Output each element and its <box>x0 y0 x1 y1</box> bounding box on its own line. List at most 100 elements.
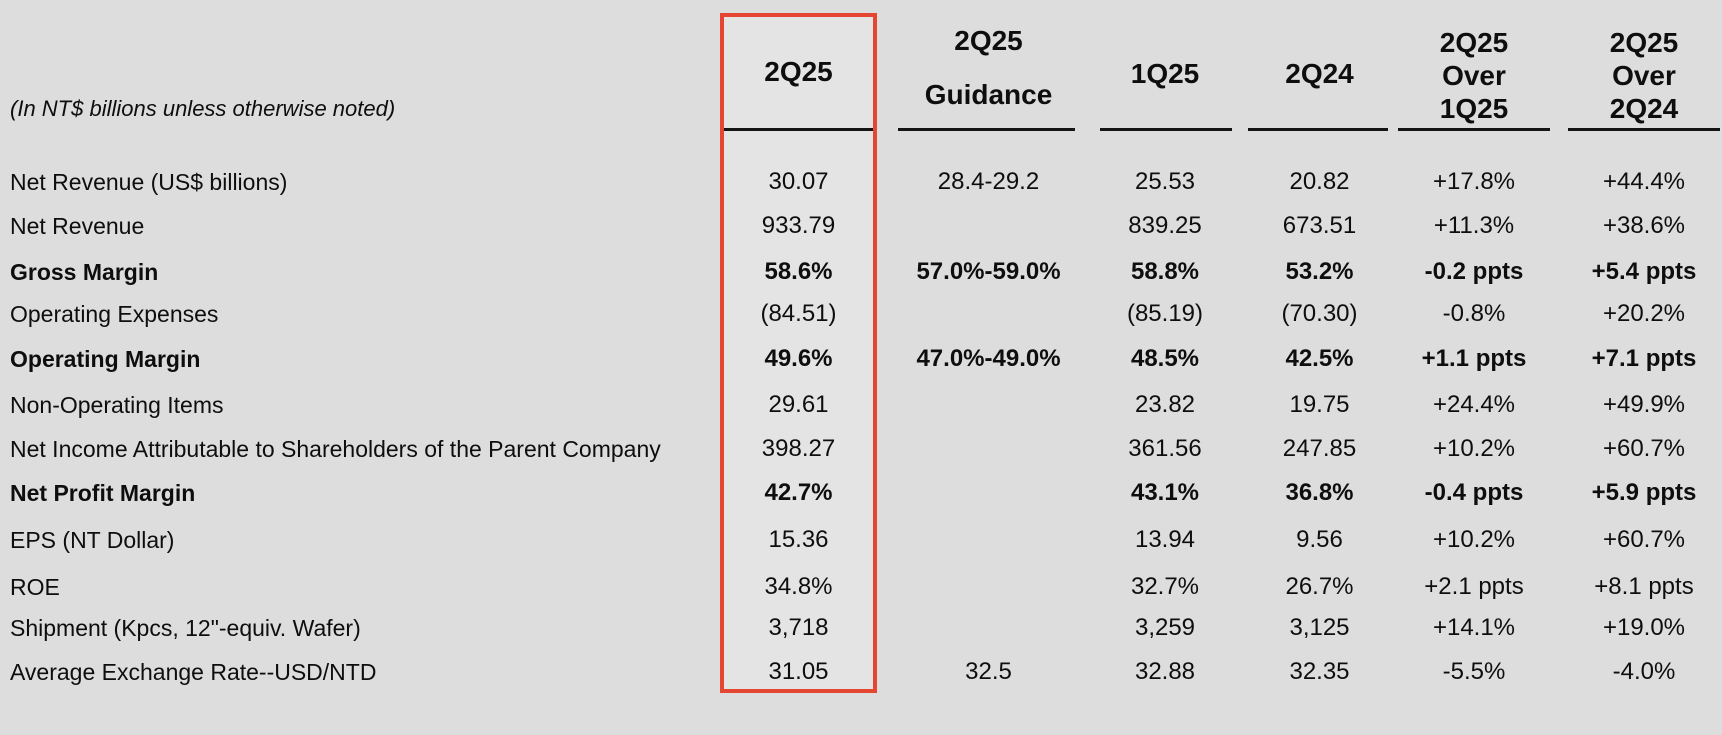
cell-1q25: 361.56 <box>1128 435 1202 462</box>
cell-2q25-guidance: 28.4-29.2 <box>937 168 1040 195</box>
cell-2q24: 9.56 <box>1296 526 1343 553</box>
cell-2q25-guidance <box>896 476 1081 510</box>
cell-2q25-over-2q24: +60.7% <box>1602 435 1686 462</box>
cell-2q25-over-1q25: -0.2 ppts <box>1424 258 1524 285</box>
row-label: Net Income Attributable to Shareholders … <box>10 436 661 462</box>
cell-2q25-over-2q24: +5.9 ppts <box>1591 479 1697 506</box>
column-header-line: 2Q25 <box>1609 27 1679 58</box>
cell-2q25-over-2q24: +5.4 ppts <box>1591 258 1697 285</box>
cell-2q25-guidance: 32.5 <box>965 658 1012 685</box>
table-row: Non-Operating Items 29.61 23.82 19.75 +2… <box>0 388 1722 422</box>
cell-2q25-over-2q24: +49.9% <box>1602 391 1686 418</box>
row-label: Operating Margin <box>10 346 201 372</box>
cell-2q24: 26.7% <box>1285 573 1354 600</box>
row-label: EPS (NT Dollar) <box>10 527 175 553</box>
column-header-line: Over <box>1442 60 1506 91</box>
cell-2q25-guidance <box>896 523 1081 557</box>
cell-1q25: 23.82 <box>1134 391 1196 418</box>
cell-2q25-over-2q24: +60.7% <box>1602 526 1686 553</box>
cell-2q24: 673.51 <box>1282 212 1357 239</box>
cell-2q25: (84.51) <box>760 300 837 327</box>
cell-2q25: 933.79 <box>761 212 836 239</box>
cell-2q24: 53.2% <box>1285 258 1354 285</box>
row-label: Average Exchange Rate--USD/NTD <box>10 659 377 685</box>
header-underline <box>1398 128 1550 131</box>
row-label: ROE <box>10 574 60 600</box>
cell-1q25: 32.88 <box>1134 658 1196 685</box>
cell-2q24: 247.85 <box>1282 435 1357 462</box>
cell-2q24: 36.8% <box>1285 479 1354 506</box>
column-header-2q25-over-1q25: 2Q25 Over 1Q25 <box>1398 26 1550 125</box>
cell-2q25-over-1q25: +2.1 ppts <box>1424 573 1524 600</box>
cell-2q25: 34.8% <box>764 573 833 600</box>
cell-2q25-guidance <box>896 297 1081 331</box>
column-header-2q25: 2Q25 <box>764 56 833 87</box>
table-row: Operating Expenses (84.51) (85.19) (70.3… <box>0 297 1722 331</box>
cell-2q25-guidance <box>896 570 1081 604</box>
row-label: Shipment (Kpcs, 12"-equiv. Wafer) <box>10 615 361 641</box>
column-header-2q25-over-2q24: 2Q25 Over 2Q24 <box>1568 26 1720 125</box>
cell-2q25-guidance <box>896 432 1081 466</box>
cell-2q25-guidance <box>896 209 1081 243</box>
column-header-2q25-guidance: 2Q25 Guidance <box>896 26 1081 110</box>
cell-1q25: 58.8% <box>1130 258 1200 285</box>
cell-2q25-over-1q25: +10.2% <box>1432 526 1516 553</box>
column-header-line: 2Q25 <box>1439 27 1509 58</box>
cell-1q25: 839.25 <box>1128 212 1202 239</box>
header-underline <box>1568 128 1720 131</box>
row-label: Net Revenue <box>10 213 145 239</box>
table-row: Shipment (Kpcs, 12"-equiv. Wafer) 3,718 … <box>0 611 1722 645</box>
cell-2q25: 31.05 <box>768 658 829 685</box>
cell-2q25: 398.27 <box>761 435 836 462</box>
cell-2q25-over-1q25: +11.3% <box>1433 212 1515 239</box>
row-label: Non-Operating Items <box>10 392 224 418</box>
table-row: Net Income Attributable to Shareholders … <box>0 432 1722 466</box>
cell-1q25: 32.7% <box>1130 573 1200 600</box>
cell-2q24: (70.30) <box>1281 300 1358 327</box>
cell-2q25-over-2q24: +38.6% <box>1602 212 1686 239</box>
cell-2q24: 19.75 <box>1289 391 1350 418</box>
table-row: Operating Margin 49.6% 47.0%-49.0% 48.5%… <box>0 342 1722 376</box>
cell-2q24: 42.5% <box>1285 345 1354 372</box>
table-row: Gross Margin 58.6% 57.0%-59.0% 58.8% 53.… <box>0 255 1722 289</box>
cell-2q25-over-2q24: +19.0% <box>1602 614 1686 641</box>
cell-2q25: 58.6% <box>764 258 833 285</box>
column-header-line: Guidance <box>924 79 1053 110</box>
table-row: Net Revenue (US$ billions) 30.07 28.4-29… <box>0 165 1722 199</box>
cell-2q25: 3,718 <box>768 614 829 641</box>
cell-2q25: 29.61 <box>768 391 829 418</box>
cell-1q25: 3,259 <box>1134 614 1196 641</box>
cell-1q25: 48.5% <box>1130 345 1200 372</box>
cell-2q25-over-1q25: -0.4 ppts <box>1424 479 1524 506</box>
cell-2q25-guidance <box>896 611 1081 645</box>
cell-2q25-over-1q25: +17.8% <box>1432 168 1516 195</box>
table-row: ROE 34.8% 32.7% 26.7% +2.1 ppts +8.1 ppt… <box>0 570 1722 604</box>
header-underline <box>1248 128 1388 131</box>
cell-2q24: 20.82 <box>1289 168 1350 195</box>
cell-1q25: 43.1% <box>1130 479 1200 506</box>
cell-1q25: 25.53 <box>1134 168 1196 195</box>
cell-2q24: 3,125 <box>1289 614 1350 641</box>
cell-2q25-over-2q24: +8.1 ppts <box>1594 573 1694 600</box>
cell-2q25-over-1q25: +10.2% <box>1432 435 1516 462</box>
column-header-2q24: 2Q24 <box>1285 58 1354 89</box>
row-label: Gross Margin <box>10 259 159 285</box>
cell-2q24: 32.35 <box>1289 658 1350 685</box>
cell-2q25-over-2q24: +7.1 ppts <box>1591 345 1697 372</box>
column-header-line: Over <box>1612 60 1676 91</box>
units-note: (In NT$ billions unless otherwise noted) <box>10 96 396 121</box>
cell-2q25: 42.7% <box>764 479 833 506</box>
cell-2q25-guidance: 47.0%-49.0% <box>916 345 1061 372</box>
cell-2q25: 15.36 <box>768 526 829 553</box>
cell-2q25-over-2q24: +44.4% <box>1602 168 1686 195</box>
row-label: Net Profit Margin <box>10 480 196 506</box>
cell-2q25-over-1q25: -5.5% <box>1442 658 1506 685</box>
cell-2q25-over-1q25: +1.1 ppts <box>1421 345 1527 372</box>
header-underline <box>898 128 1075 131</box>
cell-2q25-over-1q25: -0.8% <box>1442 300 1506 327</box>
cell-2q25-over-1q25: +24.4% <box>1432 391 1516 418</box>
cell-2q25-over-2q24: +20.2% <box>1602 300 1686 327</box>
cell-2q25-guidance: 57.0%-59.0% <box>916 258 1061 285</box>
column-header-1q25: 1Q25 <box>1130 58 1200 89</box>
